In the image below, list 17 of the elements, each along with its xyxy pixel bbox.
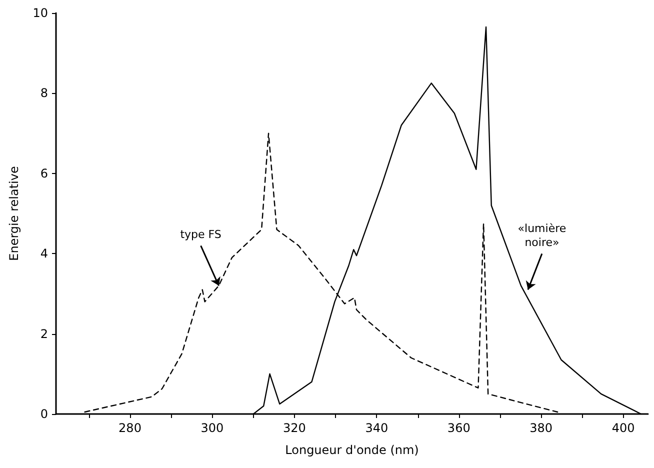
x-tick-label: 400	[612, 421, 635, 435]
y-tick-label: 6	[40, 166, 48, 180]
y-tick-label: 2	[40, 326, 48, 341]
y-tick-label: 4	[40, 246, 48, 261]
x-tick-label: 340	[365, 421, 388, 435]
x-tick-label: 360	[447, 421, 470, 435]
x-tick-label: 380	[530, 421, 553, 435]
x-tick-label: 320	[282, 421, 306, 435]
y-axis-title: Energie relative	[7, 166, 21, 261]
x-tick-label: 300	[200, 421, 224, 435]
annotation: «lumière noire»	[518, 222, 566, 250]
y-tick-label: 0	[40, 407, 48, 421]
y-tick-label: 8	[40, 86, 48, 100]
y-tick-label: 10	[32, 6, 48, 20]
annotation: type FS	[180, 228, 222, 242]
x-axis-title: Longueur d'onde (nm)	[285, 443, 419, 457]
x-tick-label: 280	[118, 421, 142, 435]
